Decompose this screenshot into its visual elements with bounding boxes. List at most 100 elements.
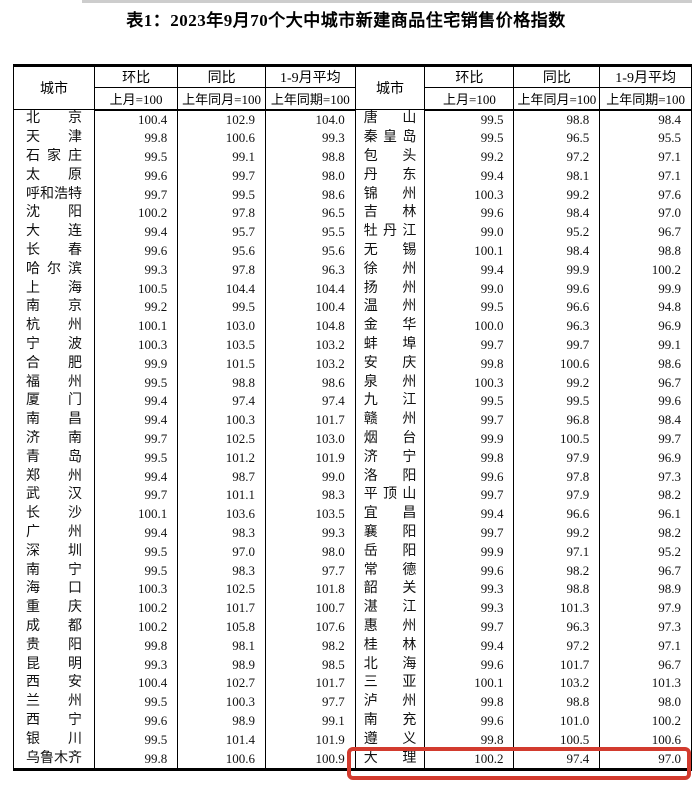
city-cell: 哈尔滨 xyxy=(13,260,95,280)
value-cell: 100.3 xyxy=(424,373,514,393)
value-cell: 98.4 xyxy=(513,242,600,261)
value-cell: 99.6 xyxy=(424,712,514,731)
value-cell: 99.4 xyxy=(424,636,514,656)
value-cell: 99.4 xyxy=(93,411,178,431)
table-row: 南宁 99.5 98.3 97.7 常德 99.6 98.2 96.7 xyxy=(13,561,692,581)
value-cell: 99.6 xyxy=(424,204,514,224)
city-cell: 泉州 xyxy=(354,373,425,393)
city-cell: 合肥 xyxy=(13,354,95,374)
value-cell: 95.6 xyxy=(177,242,266,261)
value-cell: 99.7 xyxy=(424,618,514,637)
city-cell: 郑州 xyxy=(13,467,95,487)
value-cell: 100.7 xyxy=(264,599,356,619)
city-cell: 泸州 xyxy=(354,693,425,712)
city-cell: 赣州 xyxy=(354,411,425,431)
city-cell: 丹东 xyxy=(354,166,425,186)
table-row: 天津 99.8 100.6 99.3 秦皇岛 99.5 96.5 95.5 xyxy=(13,129,692,149)
city-cell: 秦皇岛 xyxy=(354,129,425,149)
table-row: 贵阳 99.8 98.1 98.2 桂林 99.4 97.2 97.1 xyxy=(13,636,692,656)
value-cell: 99.4 xyxy=(93,524,178,543)
city-cell: 福州 xyxy=(13,373,95,393)
value-cell: 99.9 xyxy=(93,354,178,374)
city-cell: 宁波 xyxy=(13,336,95,355)
value-cell: 99.8 xyxy=(93,749,178,770)
header-avg-base-right: 上年同期=100 xyxy=(599,87,692,111)
value-cell: 99.6 xyxy=(93,712,178,731)
value-cell: 99.7 xyxy=(177,166,266,186)
header-avg-left: 1-9月平均 xyxy=(264,65,356,88)
value-cell: 100.9 xyxy=(264,749,356,770)
value-cell: 98.1 xyxy=(177,636,266,656)
table-row: 长春 99.6 95.6 95.6 无锡 100.1 98.4 98.8 xyxy=(13,242,692,261)
value-cell: 98.6 xyxy=(264,373,356,393)
value-cell: 97.7 xyxy=(264,693,356,712)
table-row: 广州 99.4 98.3 99.3 襄阳 99.7 99.2 98.2 xyxy=(13,524,692,543)
value-cell: 96.1 xyxy=(599,505,692,525)
value-cell: 96.3 xyxy=(513,618,600,637)
value-cell: 100.1 xyxy=(424,674,514,694)
value-cell: 99.9 xyxy=(424,430,514,449)
city-cell: 南宁 xyxy=(13,561,95,581)
value-cell: 99.8 xyxy=(424,693,514,712)
city-cell: 包头 xyxy=(354,148,425,167)
value-cell: 100.2 xyxy=(424,749,514,770)
city-cell: 温州 xyxy=(354,298,425,318)
city-cell: 大理 xyxy=(354,749,425,770)
value-cell: 99.7 xyxy=(424,524,514,543)
city-cell: 海口 xyxy=(13,580,95,600)
city-cell: 桂林 xyxy=(354,636,425,656)
value-cell: 99.4 xyxy=(424,505,514,525)
value-cell: 98.8 xyxy=(599,242,692,261)
value-cell: 99.0 xyxy=(424,279,514,299)
table-row: 太原 99.6 99.7 98.0 丹东 99.4 98.1 97.1 xyxy=(13,166,692,186)
table-row: 石家庄 99.5 99.1 98.8 包头 99.2 97.2 97.1 xyxy=(13,148,692,167)
city-cell: 遵义 xyxy=(354,730,425,750)
value-cell: 98.2 xyxy=(599,486,692,506)
table-row: 武汉 99.7 101.1 98.3 平顶山 99.7 97.9 98.2 xyxy=(13,486,692,506)
value-cell: 103.2 xyxy=(264,336,356,355)
value-cell: 96.5 xyxy=(264,204,356,224)
value-cell: 100.6 xyxy=(177,129,266,149)
city-cell: 蚌埠 xyxy=(354,336,425,355)
value-cell: 100.5 xyxy=(513,730,600,750)
value-cell: 97.1 xyxy=(599,166,692,186)
city-cell: 南昌 xyxy=(13,411,95,431)
city-cell: 金华 xyxy=(354,317,425,337)
city-cell: 九江 xyxy=(354,392,425,412)
city-cell: 杭州 xyxy=(13,317,95,337)
value-cell: 97.8 xyxy=(177,204,266,224)
value-cell: 101.3 xyxy=(599,674,692,694)
value-cell: 95.5 xyxy=(599,129,692,149)
value-cell: 96.6 xyxy=(513,298,600,318)
value-cell: 99.2 xyxy=(93,298,178,318)
city-cell: 锦州 xyxy=(354,185,425,205)
value-cell: 99.3 xyxy=(424,599,514,619)
city-cell: 襄阳 xyxy=(354,524,425,543)
value-cell: 98.0 xyxy=(264,166,356,186)
value-cell: 99.7 xyxy=(93,185,178,205)
value-cell: 99.8 xyxy=(93,129,178,149)
table-row: 济南 99.7 102.5 103.0 烟台 99.9 100.5 99.7 xyxy=(13,430,692,449)
value-cell: 99.6 xyxy=(93,166,178,186)
value-cell: 99.5 xyxy=(424,109,514,130)
value-cell: 104.4 xyxy=(264,279,356,299)
value-cell: 98.8 xyxy=(513,109,600,130)
value-cell: 101.7 xyxy=(264,674,356,694)
value-cell: 99.3 xyxy=(424,580,514,600)
city-cell: 吉林 xyxy=(354,204,425,224)
value-cell: 101.9 xyxy=(264,448,356,468)
value-cell: 99.6 xyxy=(513,279,600,299)
table-row: 沈阳 100.2 97.8 96.5 吉林 99.6 98.4 97.0 xyxy=(13,204,692,224)
value-cell: 98.8 xyxy=(513,693,600,712)
value-cell: 100.6 xyxy=(599,730,692,750)
value-cell: 99.5 xyxy=(93,373,178,393)
value-cell: 99.5 xyxy=(177,185,266,205)
value-cell: 102.7 xyxy=(177,674,266,694)
value-cell: 97.4 xyxy=(264,392,356,412)
value-cell: 96.7 xyxy=(599,373,692,393)
value-cell: 99.4 xyxy=(93,467,178,487)
table-row: 杭州 100.1 103.0 104.8 金华 100.0 96.3 96.9 xyxy=(13,317,692,337)
value-cell: 99.9 xyxy=(513,260,600,280)
value-cell: 98.2 xyxy=(513,561,600,581)
